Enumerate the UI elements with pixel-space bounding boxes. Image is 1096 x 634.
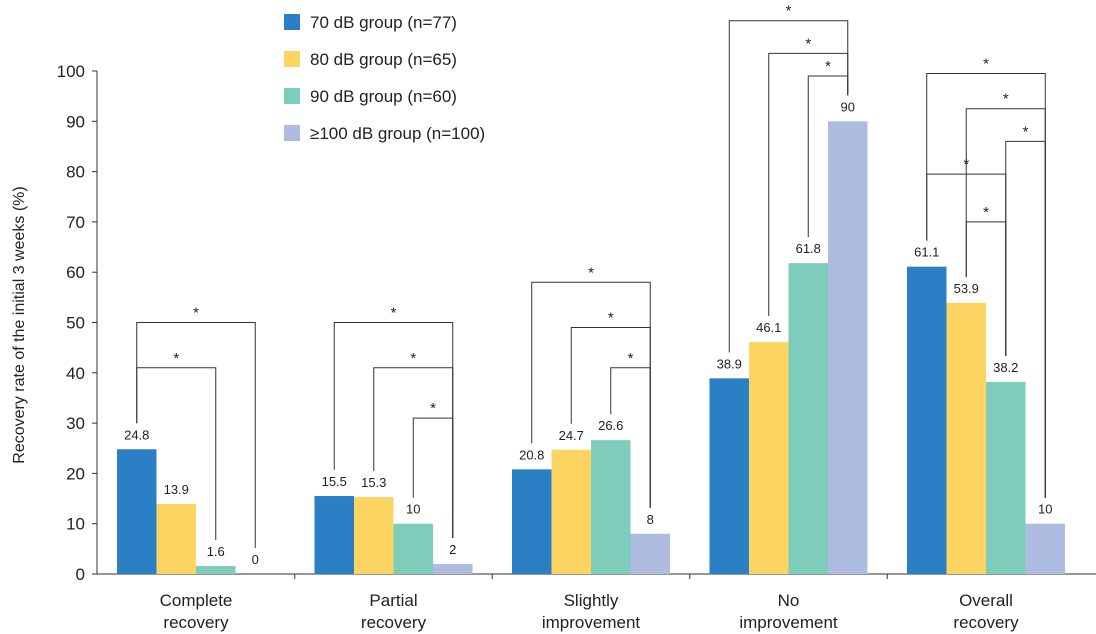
bar [709, 378, 749, 574]
data-label: 38.9 [717, 356, 742, 371]
y-tick-label: 50 [66, 314, 85, 333]
data-label: 20.8 [519, 447, 544, 462]
bar [196, 565, 236, 574]
significance-star: * [983, 56, 989, 73]
y-tick-label: 0 [76, 565, 85, 584]
bars [117, 121, 1065, 575]
y-tick-label: 20 [66, 464, 85, 483]
y-tick-label: 30 [66, 414, 85, 433]
significance-star: * [391, 305, 397, 322]
bar [512, 469, 552, 574]
significance-star: * [430, 400, 436, 417]
data-label: 46.1 [756, 320, 781, 335]
x-tick-label: Slightly [564, 591, 619, 610]
significance-star: * [608, 310, 614, 327]
data-label: 53.9 [954, 281, 979, 296]
bar [986, 381, 1026, 574]
y-axis: 0 10 20 30 40 50 60 70 80 90 100 [57, 62, 98, 584]
significance-bracket [610, 367, 651, 508]
x-tick-label: improvement [739, 613, 838, 632]
bar [156, 504, 196, 574]
significance-star: * [786, 3, 792, 20]
y-tick-label: 60 [66, 263, 85, 282]
x-tick-label: recovery [361, 613, 427, 632]
significance-star: * [410, 350, 416, 367]
data-label: 0 [252, 552, 259, 567]
data-label: 10 [1038, 502, 1052, 517]
significance-star: * [825, 58, 831, 75]
legend-swatch [284, 125, 300, 141]
bar [788, 263, 828, 574]
significance-star: * [173, 350, 179, 367]
data-label: 8 [647, 512, 654, 527]
y-tick-label: 40 [66, 364, 85, 383]
y-tick-label: 70 [66, 213, 85, 232]
significance-brackets: * * * * * * * * * * * * * * * * [136, 3, 1046, 548]
x-tick-label: Partial [369, 591, 417, 610]
y-tick-label: 10 [66, 515, 85, 534]
legend-label: 80 dB group (n=65) [310, 50, 457, 69]
legend-swatch [284, 14, 300, 30]
significance-bracket [807, 75, 849, 238]
bar [591, 440, 631, 574]
y-tick-label: 80 [66, 163, 85, 182]
bar [630, 533, 670, 574]
data-label: 24.8 [124, 427, 149, 442]
legend-swatch [284, 51, 300, 67]
x-tick-label: Overall [959, 591, 1013, 610]
bar [393, 523, 433, 574]
data-label: 15.3 [361, 475, 386, 490]
data-label: 26.6 [598, 418, 623, 433]
bar [1025, 523, 1065, 574]
data-label: 61.1 [914, 245, 939, 260]
significance-star: * [588, 264, 594, 281]
bar [749, 342, 789, 574]
x-axis: Complete recovery Partial recovery Slightly i… [97, 573, 1096, 632]
value-labels: 24.8 15.5 20.8 38.9 61.1 13.9 15.3 24.7 46.1 53.9… [124, 99, 1052, 567]
legend: 70 dB group (n=77) 80 dB group (n=65) 90 d… [284, 13, 485, 143]
bar [828, 121, 868, 575]
bar [314, 496, 354, 574]
data-label: 38.2 [993, 360, 1018, 375]
legend-label: 90 dB group (n=60) [310, 87, 457, 106]
significance-bracket [965, 221, 1007, 356]
bar [433, 563, 473, 574]
y-tick-label: 100 [57, 62, 85, 81]
x-tick-label: No [778, 591, 800, 610]
data-label: 90 [841, 99, 855, 114]
data-label: 15.5 [322, 474, 347, 489]
significance-bracket [768, 52, 849, 317]
significance-bracket [412, 417, 454, 538]
y-tick-label: 90 [66, 112, 85, 131]
bar [117, 449, 157, 574]
data-label: 1.6 [207, 544, 225, 559]
data-label: 2 [449, 542, 456, 557]
significance-star: * [983, 204, 989, 221]
bar [354, 497, 394, 574]
significance-star: * [805, 35, 811, 52]
x-tick-label: recovery [953, 613, 1019, 632]
significance-star: * [1003, 91, 1009, 108]
x-tick-label: Complete [160, 591, 233, 610]
bar [907, 266, 947, 574]
significance-star: * [1023, 123, 1029, 140]
data-label: 10 [406, 502, 420, 517]
significance-star: * [193, 305, 199, 322]
x-tick-label: improvement [542, 613, 641, 632]
bar [946, 302, 986, 574]
data-label: 13.9 [164, 482, 189, 497]
legend-label: ≥100 dB group (n=100) [310, 124, 485, 143]
data-label: 24.7 [559, 428, 584, 443]
data-label: 61.8 [796, 241, 821, 256]
x-tick-label: recovery [163, 613, 229, 632]
legend-swatch [284, 88, 300, 104]
significance-star: * [963, 156, 969, 173]
legend-label: 70 dB group (n=77) [310, 13, 457, 32]
significance-star: * [628, 350, 634, 367]
significance-bracket [136, 367, 217, 540]
y-axis-label: Recovery rate of the initial 3 weeks (%) [11, 186, 28, 463]
bar [551, 449, 591, 574]
